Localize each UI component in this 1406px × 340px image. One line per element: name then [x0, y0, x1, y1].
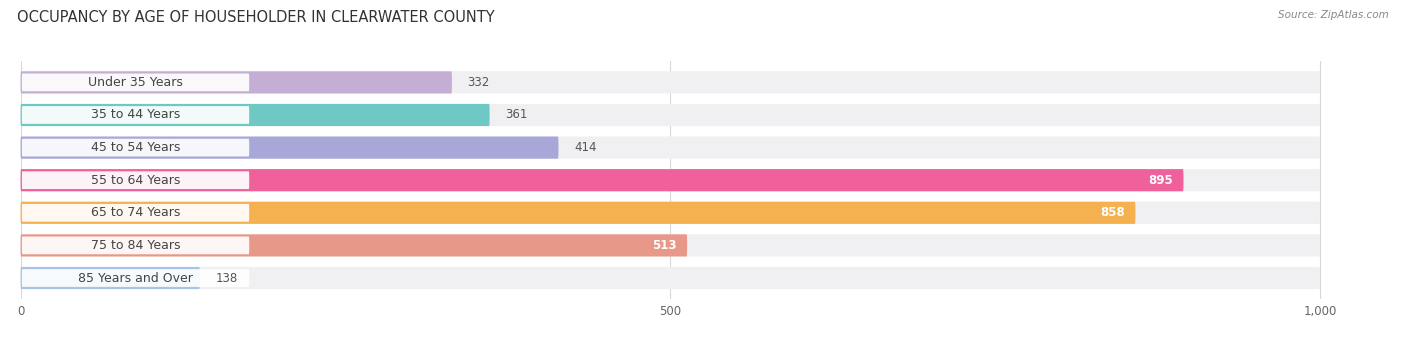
FancyBboxPatch shape: [21, 71, 451, 94]
FancyBboxPatch shape: [21, 267, 1320, 289]
Text: 332: 332: [468, 76, 489, 89]
Text: 513: 513: [652, 239, 676, 252]
FancyBboxPatch shape: [21, 234, 688, 256]
Text: 85 Years and Over: 85 Years and Over: [79, 272, 193, 285]
FancyBboxPatch shape: [21, 137, 1320, 159]
Text: 45 to 54 Years: 45 to 54 Years: [91, 141, 180, 154]
Text: 138: 138: [215, 272, 238, 285]
Text: 858: 858: [1101, 206, 1125, 219]
Text: 895: 895: [1149, 174, 1173, 187]
Text: Source: ZipAtlas.com: Source: ZipAtlas.com: [1278, 10, 1389, 20]
FancyBboxPatch shape: [21, 202, 1320, 224]
FancyBboxPatch shape: [22, 139, 249, 156]
FancyBboxPatch shape: [22, 237, 249, 254]
FancyBboxPatch shape: [21, 267, 200, 289]
Text: 414: 414: [574, 141, 596, 154]
FancyBboxPatch shape: [21, 169, 1320, 191]
Text: OCCUPANCY BY AGE OF HOUSEHOLDER IN CLEARWATER COUNTY: OCCUPANCY BY AGE OF HOUSEHOLDER IN CLEAR…: [17, 10, 495, 25]
FancyBboxPatch shape: [21, 234, 1320, 256]
FancyBboxPatch shape: [21, 169, 1184, 191]
FancyBboxPatch shape: [22, 171, 249, 189]
Text: 55 to 64 Years: 55 to 64 Years: [91, 174, 180, 187]
FancyBboxPatch shape: [21, 71, 1320, 94]
Text: 75 to 84 Years: 75 to 84 Years: [91, 239, 180, 252]
FancyBboxPatch shape: [22, 106, 249, 124]
Text: 361: 361: [505, 108, 527, 121]
FancyBboxPatch shape: [22, 204, 249, 222]
FancyBboxPatch shape: [21, 137, 558, 159]
Text: 35 to 44 Years: 35 to 44 Years: [91, 108, 180, 121]
FancyBboxPatch shape: [21, 104, 489, 126]
FancyBboxPatch shape: [22, 73, 249, 91]
FancyBboxPatch shape: [21, 104, 1320, 126]
FancyBboxPatch shape: [22, 269, 249, 287]
Text: Under 35 Years: Under 35 Years: [89, 76, 183, 89]
Text: 65 to 74 Years: 65 to 74 Years: [91, 206, 180, 219]
FancyBboxPatch shape: [21, 202, 1136, 224]
